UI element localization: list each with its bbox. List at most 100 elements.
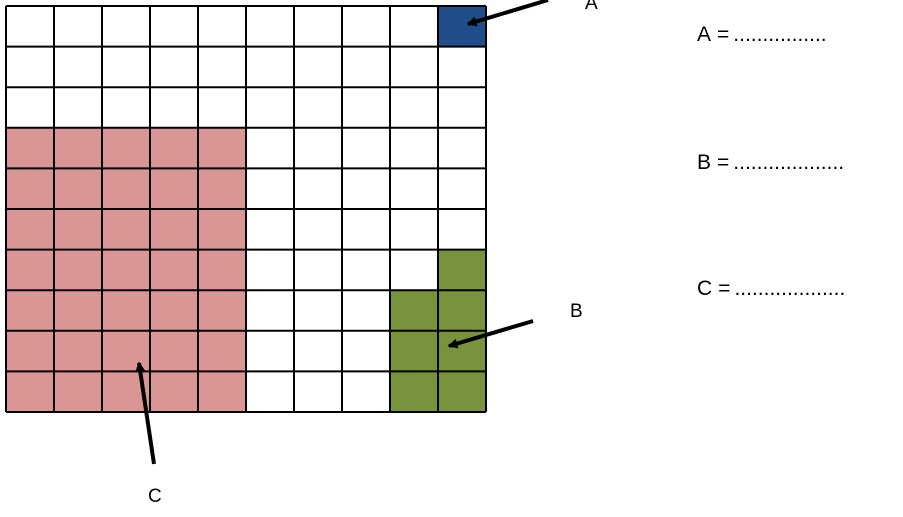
grid-cell-region-b [438, 290, 486, 331]
grid-cell [246, 46, 294, 88]
grid-cell-region-c [102, 290, 150, 331]
grid-cell-region-c [54, 209, 102, 250]
grid-cell [246, 209, 294, 250]
grid-cell [198, 87, 246, 128]
grid-cell [438, 209, 486, 250]
grid-cell [198, 46, 246, 88]
grid-cell [390, 46, 438, 88]
grid-cell-region-b [438, 249, 486, 291]
equals-sign: = [718, 277, 731, 300]
grid-cell-region-c [102, 330, 150, 372]
arrow-c [135, 361, 156, 465]
grid-cell-region-c [6, 371, 54, 412]
grid-cell-region-c [102, 209, 150, 250]
grid-cells [6, 6, 486, 412]
grid-cell-region-a [438, 6, 486, 47]
grid-cell [294, 371, 342, 412]
grid-cell [390, 209, 438, 250]
grid-cell [390, 87, 438, 128]
grid-cell-region-b [390, 290, 438, 331]
grid-cell [342, 46, 390, 88]
arrow-a [466, 0, 549, 27]
arrow-b [447, 319, 534, 349]
grid-cell [246, 87, 294, 128]
grid-cell-region-c [54, 371, 102, 412]
grid-cell [102, 6, 150, 47]
grid-cell-region-c [6, 209, 54, 250]
grid-cell-region-c [150, 127, 198, 169]
grid-cell-region-c [198, 290, 246, 331]
grid-cell [342, 209, 390, 250]
grid-cell-region-c [150, 330, 198, 372]
grid-cell [6, 87, 54, 128]
answer-line-a: A =................ [697, 24, 827, 45]
grid-cell [294, 127, 342, 169]
grid-cell-region-c [54, 168, 102, 209]
grid-cell [246, 6, 294, 47]
grid-cell [390, 249, 438, 291]
grid-cell-region-c [198, 168, 246, 209]
grid-cell-region-c [102, 249, 150, 291]
grid-cell [342, 330, 390, 372]
answer-label-c: C [697, 277, 713, 300]
grid-cell-region-b [390, 371, 438, 412]
arrows [135, 0, 549, 465]
grid-cell-region-c [150, 168, 198, 209]
grid-cell [246, 168, 294, 209]
label-a: A [585, 0, 598, 14]
grid-cell [294, 6, 342, 47]
grid-cell-region-c [102, 127, 150, 169]
grid-cell [54, 87, 102, 128]
grid-cell [150, 87, 198, 128]
grid-cell [102, 87, 150, 128]
grid-cell-region-b [438, 371, 486, 412]
grid-cell [438, 46, 486, 88]
grid-cell [342, 168, 390, 209]
equals-sign: = [717, 151, 730, 174]
grid-cell [438, 168, 486, 209]
grid-cell [246, 127, 294, 169]
equals-sign: = [717, 23, 730, 46]
grid-cell [6, 6, 54, 47]
grid-cell-region-c [198, 127, 246, 169]
grid-cell-region-c [198, 371, 246, 412]
answer-blank-a[interactable]: ................ [733, 23, 827, 46]
grid-cell [6, 46, 54, 88]
grid-cell [102, 46, 150, 88]
grid-cell-region-c [198, 209, 246, 250]
grid-lines [5, 5, 487, 413]
answer-line-c: C =................... [697, 278, 845, 299]
grid-cell-region-c [6, 290, 54, 331]
grid-cell-region-c [54, 290, 102, 331]
grid-cell [342, 290, 390, 331]
grid-cell [246, 371, 294, 412]
grid-cell [150, 6, 198, 47]
grid-cell [390, 6, 438, 47]
grid-cell [342, 87, 390, 128]
grid-cell [246, 330, 294, 372]
grid-cell [294, 87, 342, 128]
grid-cell [342, 6, 390, 47]
grid-cell [150, 46, 198, 88]
grid-cell [294, 46, 342, 88]
grid-cell [342, 371, 390, 412]
grid-cell [294, 209, 342, 250]
grid-cell-region-c [150, 249, 198, 291]
grid-cell [54, 46, 102, 88]
grid-cell-region-c [6, 168, 54, 209]
grid-cell-region-c [54, 330, 102, 372]
grid-cell [294, 249, 342, 291]
grid-cell [294, 168, 342, 209]
grid-cell [198, 6, 246, 47]
grid-cell-region-c [6, 330, 54, 372]
grid-cell-region-c [198, 330, 246, 372]
grid-cell-region-c [54, 127, 102, 169]
grid-cell-region-c [150, 209, 198, 250]
answer-blank-c[interactable]: ................... [734, 277, 846, 300]
answer-blank-b[interactable]: ................... [733, 151, 845, 174]
label-c: C [148, 486, 162, 507]
answer-label-a: A [697, 23, 712, 46]
grid-cell-region-c [54, 249, 102, 291]
grid-cell [54, 6, 102, 47]
grid-cell [294, 330, 342, 372]
